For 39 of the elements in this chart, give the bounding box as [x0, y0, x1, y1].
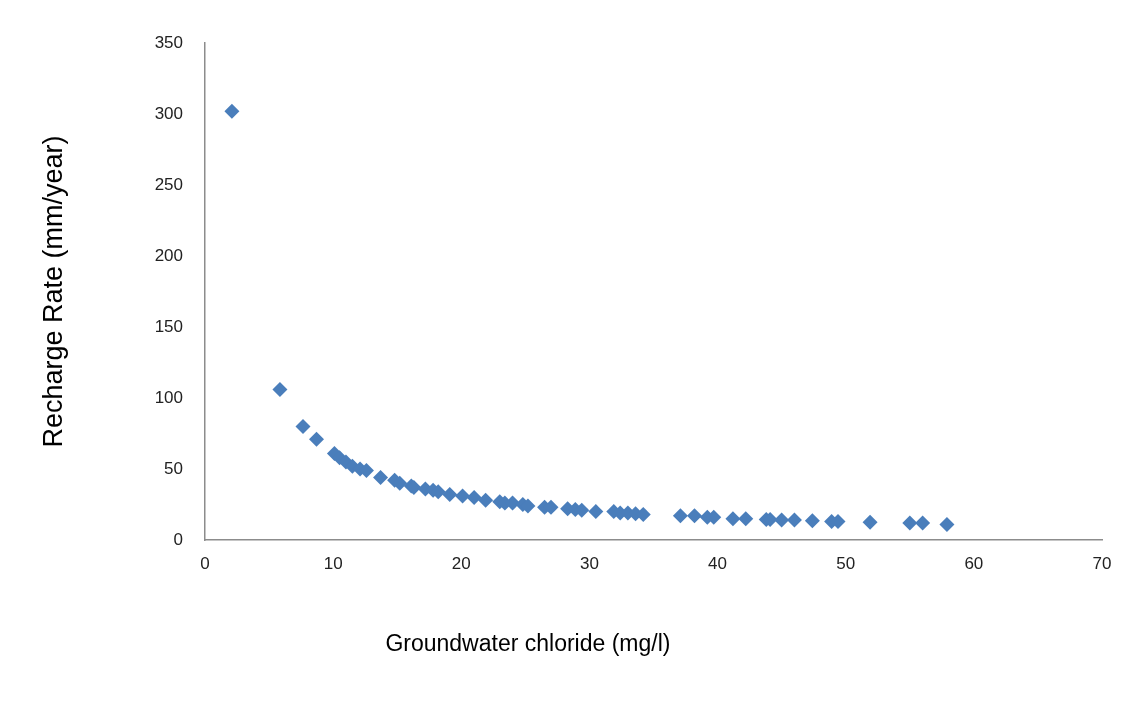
x-tick-label: 70 [1092, 553, 1112, 573]
y-tick-label: 150 [154, 316, 183, 336]
x-tick-label: 40 [708, 553, 728, 573]
point [804, 513, 820, 529]
y-tick-label: 300 [154, 103, 183, 123]
point [687, 508, 703, 524]
y-tick-label: 0 [173, 529, 183, 549]
point [272, 381, 288, 397]
point [308, 431, 324, 447]
point [442, 487, 458, 503]
x-tick-label: 60 [964, 553, 984, 573]
point [224, 103, 240, 119]
point [902, 515, 918, 531]
point [588, 504, 604, 520]
point [725, 511, 741, 527]
point [786, 512, 802, 528]
point [738, 511, 754, 527]
x-tick-label: 0 [200, 553, 210, 573]
y-tick-label: 200 [154, 245, 183, 265]
x-tick-label: 50 [836, 553, 856, 573]
x-tick-label: 10 [323, 553, 343, 573]
point [466, 489, 482, 505]
x-tick-label: 20 [451, 553, 471, 573]
point [672, 508, 688, 524]
x-tick-label: 30 [579, 553, 599, 573]
point [774, 512, 790, 528]
y-tick-label: 250 [154, 174, 183, 194]
y-tick-label: 100 [154, 387, 183, 407]
point [455, 488, 471, 504]
y-tick-label: 50 [164, 458, 183, 478]
y-tick-label: 350 [154, 32, 183, 52]
point [373, 470, 389, 486]
point [939, 516, 955, 532]
x-axis-title: Groundwater chloride (mg/l) [385, 630, 671, 657]
y-axis-title: Recharge Rate (mm/year) [37, 135, 68, 448]
point [915, 515, 931, 531]
point [295, 418, 311, 434]
point [478, 492, 494, 508]
point [862, 514, 878, 530]
